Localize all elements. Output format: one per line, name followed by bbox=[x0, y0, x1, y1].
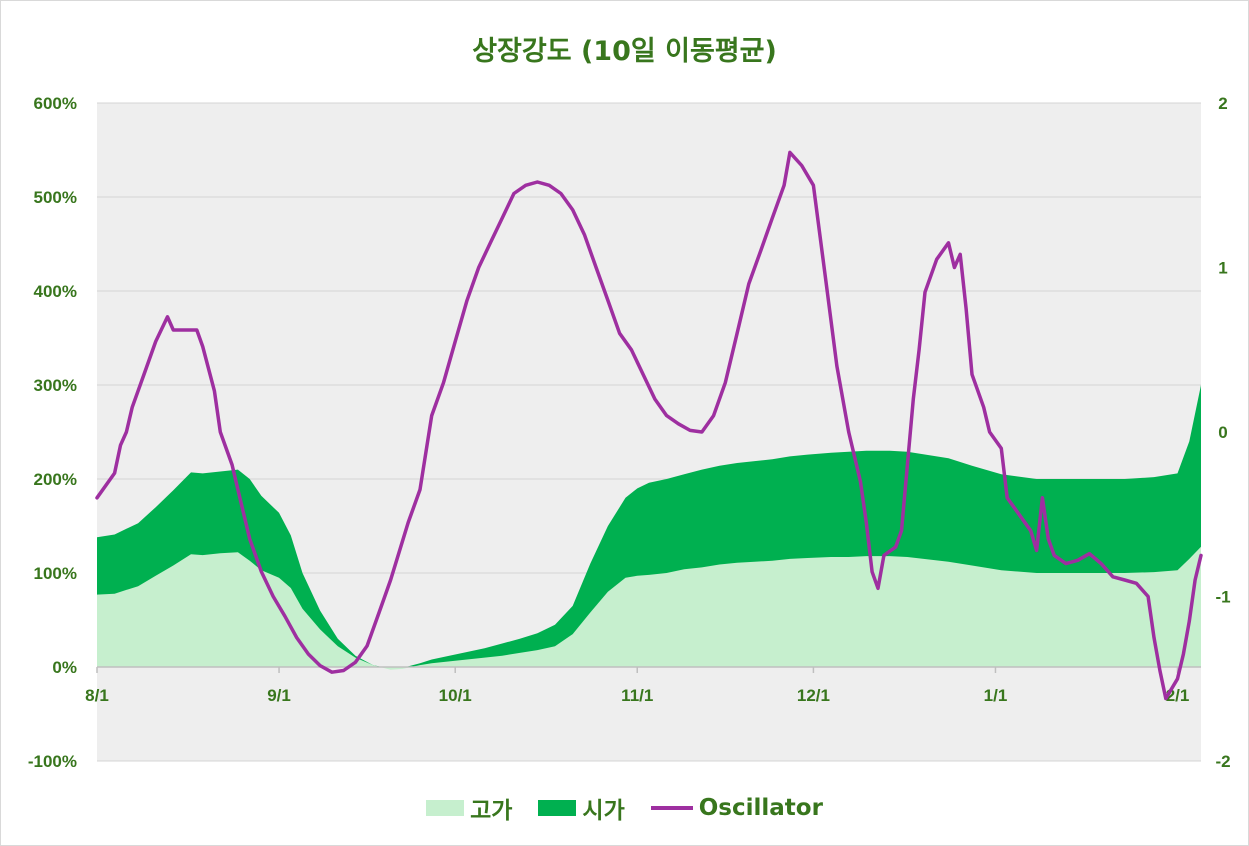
y-right-tick-label: 2 bbox=[1218, 94, 1227, 113]
y-right-tick-label: -2 bbox=[1215, 752, 1230, 771]
legend-swatch-high bbox=[426, 800, 465, 816]
legend-swatch-open bbox=[538, 800, 577, 816]
series-high-area bbox=[97, 546, 1201, 670]
y-left-tick-label: 100% bbox=[34, 564, 77, 583]
x-tick-label: 9/1 bbox=[267, 686, 291, 705]
y-left-tick-label: 0% bbox=[52, 658, 77, 677]
legend-item-open: 시가 bbox=[538, 791, 625, 825]
y-left-tick-label: 500% bbox=[34, 188, 77, 207]
legend-item-osc: Oscillator bbox=[650, 795, 823, 821]
legend-label-high: 고가 bbox=[470, 798, 513, 824]
legend-label-open: 시가 bbox=[582, 798, 625, 824]
legend-swatch-osc bbox=[650, 806, 693, 810]
y-right-tick-label: 0 bbox=[1218, 423, 1227, 442]
x-tick-label: 12/1 bbox=[797, 686, 830, 705]
y-left-tick-label: 600% bbox=[34, 94, 77, 113]
x-tick-label: 8/1 bbox=[85, 686, 109, 705]
x-tick-label: 11/1 bbox=[621, 686, 653, 705]
chart-title: 상장강도 (10일 이동평균) bbox=[472, 36, 777, 67]
legend-item-high: 고가 bbox=[426, 791, 512, 825]
legend-label-osc: Oscillator bbox=[698, 795, 823, 821]
y-left-tick-label: 300% bbox=[34, 376, 77, 395]
x-tick-label: 1/1 bbox=[984, 686, 1008, 705]
y-left-tick-label: 400% bbox=[34, 282, 77, 301]
y-left-tick-label: 200% bbox=[34, 470, 77, 489]
y-left-tick-label: -100% bbox=[28, 752, 77, 771]
x-tick-label: 10/1 bbox=[439, 686, 472, 705]
y-right-tick-label: 1 bbox=[1218, 259, 1227, 278]
y-right-tick-label: -1 bbox=[1215, 588, 1230, 607]
legend: 고가 시가 Oscillator bbox=[1, 791, 1248, 825]
series-oscillator-line bbox=[95, 150, 1203, 701]
